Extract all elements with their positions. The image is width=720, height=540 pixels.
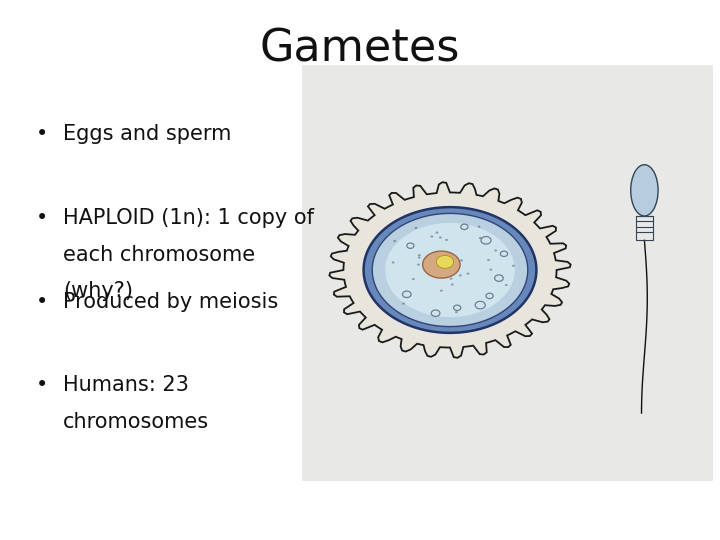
Text: •: • bbox=[36, 208, 48, 228]
Polygon shape bbox=[364, 207, 536, 333]
Bar bbox=[636, 216, 652, 240]
Circle shape bbox=[418, 254, 420, 256]
Circle shape bbox=[440, 289, 443, 292]
Circle shape bbox=[393, 240, 396, 242]
Text: Humans: 23: Humans: 23 bbox=[63, 375, 189, 395]
Circle shape bbox=[418, 256, 420, 259]
Ellipse shape bbox=[631, 165, 658, 216]
Circle shape bbox=[512, 265, 515, 267]
Text: •: • bbox=[36, 124, 48, 144]
Circle shape bbox=[445, 239, 448, 241]
Circle shape bbox=[431, 235, 433, 238]
Text: chromosomes: chromosomes bbox=[63, 412, 210, 432]
Text: •: • bbox=[36, 375, 48, 395]
Text: HAPLOID (1n): 1 copy of: HAPLOID (1n): 1 copy of bbox=[63, 208, 315, 228]
Circle shape bbox=[459, 274, 462, 276]
Circle shape bbox=[479, 237, 482, 239]
Circle shape bbox=[455, 311, 458, 313]
Circle shape bbox=[450, 278, 453, 280]
Polygon shape bbox=[329, 182, 571, 358]
Circle shape bbox=[487, 259, 490, 261]
Circle shape bbox=[490, 268, 492, 271]
Circle shape bbox=[495, 249, 498, 252]
Circle shape bbox=[417, 264, 420, 266]
Text: Gametes: Gametes bbox=[260, 27, 460, 70]
Circle shape bbox=[477, 226, 480, 228]
Circle shape bbox=[505, 284, 508, 286]
Circle shape bbox=[467, 273, 469, 275]
Text: •: • bbox=[36, 292, 48, 312]
Bar bbox=[302, 65, 713, 481]
Polygon shape bbox=[372, 213, 528, 327]
Circle shape bbox=[460, 259, 463, 261]
Circle shape bbox=[436, 232, 438, 234]
Text: each chromosome: each chromosome bbox=[63, 245, 256, 265]
Circle shape bbox=[439, 237, 442, 239]
Ellipse shape bbox=[423, 251, 460, 278]
Circle shape bbox=[412, 278, 415, 280]
Text: Eggs and sperm: Eggs and sperm bbox=[63, 124, 232, 144]
Circle shape bbox=[402, 302, 405, 305]
Circle shape bbox=[392, 261, 395, 264]
Circle shape bbox=[451, 284, 454, 286]
Circle shape bbox=[436, 255, 454, 268]
Text: (why?): (why?) bbox=[63, 281, 133, 301]
Text: Produced by meiosis: Produced by meiosis bbox=[63, 292, 279, 312]
Polygon shape bbox=[385, 223, 515, 317]
Circle shape bbox=[415, 227, 418, 229]
